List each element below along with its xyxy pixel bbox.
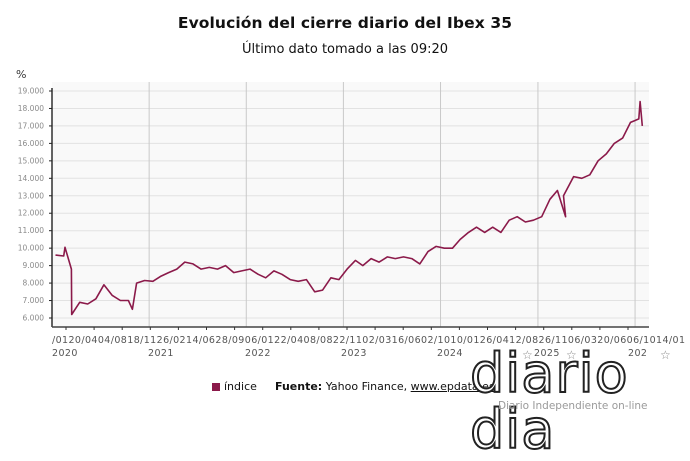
source-note: Fuente: Yahoo Finance, www.epdata.es [275,380,495,393]
chart-title: Evolución del cierre diario del Ibex 35 [177,14,513,32]
svg-text:2021: 2021 [148,348,174,359]
svg-text:2025: 2025 [534,348,560,359]
svg-text:202: 202 [628,348,647,359]
svg-text:2020: 2020 [52,348,78,359]
horizontal-gridlines [52,90,649,319]
source-text: Yahoo Finance, [325,380,408,393]
svg-text:12.000: 12.000 [18,209,44,218]
svg-text:19.000: 19.000 [18,87,44,96]
svg-text:10.000: 10.000 [18,244,44,253]
source-label: Fuente: [275,380,323,393]
vertical-gridlines [148,82,636,327]
svg-text:15.000: 15.000 [18,156,44,165]
x-axis-year-labels: 2020 2021 2022 2023 2024 2025 202 [52,348,647,359]
legend-swatch [212,382,220,391]
svg-text:7.000: 7.000 [23,296,45,305]
y-axis-unit: % [16,68,27,81]
svg-text:13.000: 13.000 [18,191,44,200]
legend: índice [212,380,257,393]
svg-text:9.000: 9.000 [23,261,45,270]
svg-text:16.000: 16.000 [18,139,44,148]
source-link[interactable]: www.epdata.es [410,380,495,393]
series-line-indice [55,100,644,316]
svg-text:17.000: 17.000 [18,121,44,130]
plot-area [52,82,649,327]
legend-label: índice [224,380,257,393]
star-icon: ☆ [522,348,533,362]
diario-dia-logo[interactable]: ☆ ☆ ☆ diario dia Diario Independiente on… [469,345,690,459]
x-axis-ticks [65,327,629,330]
chart-subtitle: Último dato tomado a las 09:20 [241,42,449,57]
logo-tagline: Diario Independiente on-line [498,400,648,412]
svg-text:11.000: 11.000 [18,226,44,235]
line-chart: 6.000 7.000 8.000 9.000 10.000 11.000 12.000 13… [18,82,685,359]
svg-text:18.000: 18.000 [18,104,44,113]
svg-text:2022: 2022 [245,348,271,359]
star-icon: ☆ [566,348,577,362]
svg-text:2023: 2023 [341,348,367,359]
svg-text:6.000: 6.000 [23,314,45,323]
star-icon: ☆ [660,348,671,362]
y-axis-labels: 6.000 7.000 8.000 9.000 10.000 11.000 12.000 13… [18,87,52,323]
svg-text:14.000: 14.000 [18,174,44,183]
x-axis-date-labels: /0120/0404/0818/1126/0214/0628/0906/0122… [52,335,685,346]
svg-text:8.000: 8.000 [23,279,45,288]
svg-text:2024: 2024 [437,348,463,359]
